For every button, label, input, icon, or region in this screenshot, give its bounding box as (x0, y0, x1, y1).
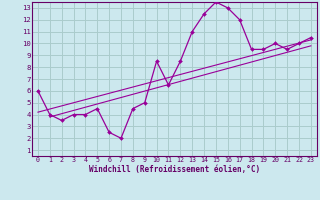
X-axis label: Windchill (Refroidissement éolien,°C): Windchill (Refroidissement éolien,°C) (89, 165, 260, 174)
